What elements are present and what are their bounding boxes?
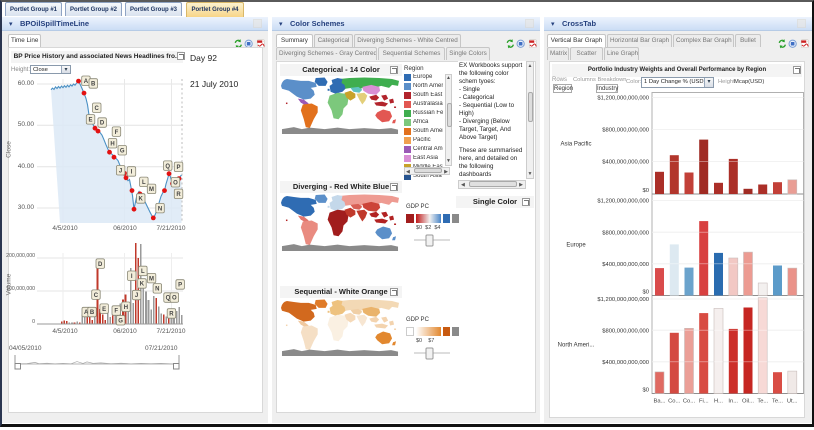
svg-text:$1,200,000,000,000: $1,200,000,000,000 bbox=[597, 198, 649, 204]
svg-text:Asia Pacific: Asia Pacific bbox=[560, 141, 591, 147]
svg-text:$0: $0 bbox=[643, 188, 649, 194]
svg-text:H: H bbox=[110, 141, 114, 147]
svg-text:B: B bbox=[91, 81, 96, 87]
svg-text:Q: Q bbox=[166, 295, 171, 301]
svg-text:$400,000,000,000: $400,000,000,000 bbox=[602, 360, 649, 366]
svg-text:Co...: Co... bbox=[683, 398, 696, 404]
svg-text:M: M bbox=[149, 276, 154, 282]
svg-text:R: R bbox=[169, 311, 174, 317]
svg-text:L: L bbox=[141, 269, 145, 275]
svg-text:Te...: Te... bbox=[772, 398, 783, 404]
svg-text:O: O bbox=[173, 180, 178, 186]
svg-text:E: E bbox=[88, 117, 92, 123]
svg-text:Te...: Te... bbox=[757, 398, 768, 404]
svg-text:J: J bbox=[135, 293, 138, 299]
svg-text:M: M bbox=[149, 187, 154, 193]
svg-text:O: O bbox=[172, 295, 177, 301]
svg-text:D: D bbox=[98, 261, 103, 267]
svg-text:K: K bbox=[139, 196, 144, 202]
svg-text:$400,000,000,000: $400,000,000,000 bbox=[602, 262, 649, 268]
svg-text:$1,200,000,000,000: $1,200,000,000,000 bbox=[597, 95, 649, 101]
svg-text:Ut...: Ut... bbox=[787, 398, 798, 404]
svg-text:N: N bbox=[158, 206, 162, 212]
svg-text:N: N bbox=[155, 286, 159, 292]
svg-text:F: F bbox=[114, 308, 118, 314]
svg-text:I: I bbox=[131, 169, 133, 175]
svg-text:Fi...: Fi... bbox=[699, 398, 709, 404]
svg-text:Oil...: Oil... bbox=[742, 398, 754, 404]
svg-text:A: A bbox=[84, 310, 89, 316]
svg-text:Europe: Europe bbox=[566, 242, 586, 248]
svg-text:E: E bbox=[102, 306, 106, 312]
svg-text:Ba...: Ba... bbox=[654, 398, 666, 404]
svg-text:North Ameri...: North Ameri... bbox=[558, 342, 595, 348]
svg-text:H...: H... bbox=[714, 398, 723, 404]
svg-text:G: G bbox=[120, 148, 125, 154]
svg-text:$0: $0 bbox=[643, 387, 649, 393]
svg-text:Q: Q bbox=[165, 163, 170, 169]
svg-text:$800,000,000,000: $800,000,000,000 bbox=[602, 230, 649, 236]
svg-text:D: D bbox=[100, 120, 105, 126]
svg-text:$800,000,000,000: $800,000,000,000 bbox=[602, 328, 649, 334]
svg-text:$800,000,000,000: $800,000,000,000 bbox=[602, 127, 649, 133]
svg-text:Co...: Co... bbox=[668, 398, 681, 404]
svg-text:C: C bbox=[95, 105, 100, 111]
svg-text:A: A bbox=[84, 78, 89, 84]
svg-text:$1,200,000,000,000: $1,200,000,000,000 bbox=[597, 297, 649, 303]
svg-text:C: C bbox=[94, 292, 99, 298]
svg-text:$0: $0 bbox=[643, 289, 649, 295]
svg-text:J: J bbox=[119, 168, 122, 174]
svg-text:F: F bbox=[115, 129, 119, 135]
svg-text:R: R bbox=[176, 192, 181, 198]
svg-text:B: B bbox=[90, 310, 95, 316]
svg-text:$400,000,000,000: $400,000,000,000 bbox=[602, 159, 649, 165]
svg-text:G: G bbox=[118, 318, 123, 324]
svg-text:P: P bbox=[178, 282, 182, 288]
svg-text:P: P bbox=[176, 165, 180, 171]
svg-text:I: I bbox=[131, 273, 133, 279]
svg-text:K: K bbox=[140, 281, 145, 287]
svg-text:H: H bbox=[124, 304, 128, 310]
svg-text:In...: In... bbox=[728, 398, 738, 404]
svg-text:L: L bbox=[142, 180, 146, 186]
